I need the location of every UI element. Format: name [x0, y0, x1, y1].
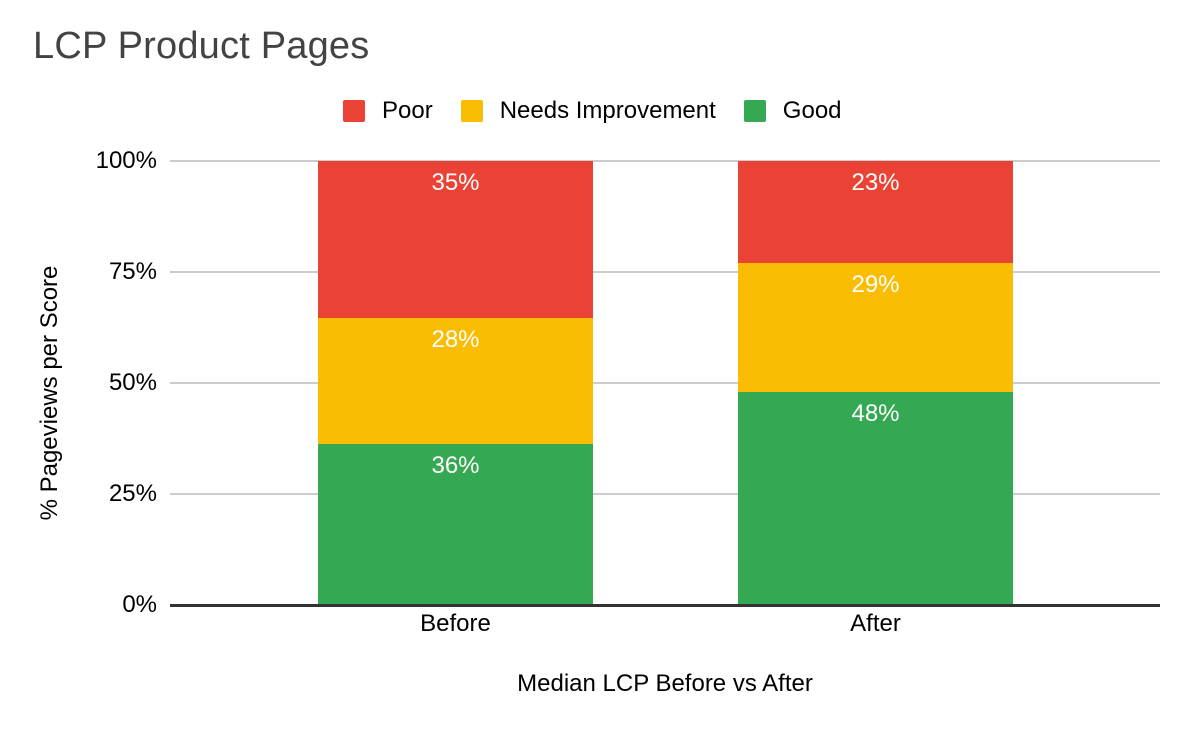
gridline: [170, 271, 1160, 273]
data-label: 48%: [851, 399, 900, 427]
segment-before-good: 36%: [318, 443, 593, 605]
segment-after-good: 48%: [738, 391, 1013, 606]
data-label: 28%: [431, 325, 480, 353]
segment-after-needs-improvement: 29%: [738, 263, 1013, 392]
gridline: [170, 160, 1160, 162]
segment-before-poor: 35%: [318, 161, 593, 318]
gridline: [170, 493, 1160, 495]
y-tick-label: 25%: [108, 480, 157, 507]
y-tick-label: 50%: [108, 369, 157, 396]
legend-label: Needs Improvement: [499, 97, 716, 124]
legend-label: Poor: [382, 97, 433, 124]
legend-marker-poor-icon: [343, 100, 365, 122]
x-tick-label-before: Before: [420, 610, 491, 637]
data-label: 35%: [431, 169, 480, 196]
segment-after-poor: 23%: [738, 161, 1013, 264]
data-label: 29%: [851, 271, 900, 299]
data-label: 36%: [431, 451, 480, 479]
segment-before-needs-improvement: 28%: [318, 317, 593, 444]
x-axis-line: [170, 604, 1160, 607]
bar-after: 23% 29% 48%: [738, 161, 1013, 606]
y-tick-label: 100%: [95, 147, 157, 174]
legend-marker-good-icon: [743, 100, 766, 122]
bar-before: 35% 28% 36%: [318, 161, 593, 605]
x-tick-label-after: After: [850, 610, 901, 637]
gridline: [170, 382, 1160, 384]
legend-item-needs-improvement: Needs Improvement: [460, 97, 716, 125]
data-label: 23%: [851, 169, 900, 196]
y-tick-label: 0%: [122, 591, 157, 618]
x-axis-title: Median LCP Before vs After: [517, 670, 813, 697]
legend-marker-needs-improvement-icon: [460, 100, 483, 122]
legend-item-poor: Poor: [343, 97, 433, 125]
legend-item-good: Good: [743, 97, 842, 125]
y-tick-label: 75%: [108, 258, 157, 285]
chart-title: LCP Product Pages: [33, 25, 370, 67]
legend: Poor Needs Improvement Good: [343, 97, 842, 125]
legend-label: Good: [782, 97, 842, 124]
